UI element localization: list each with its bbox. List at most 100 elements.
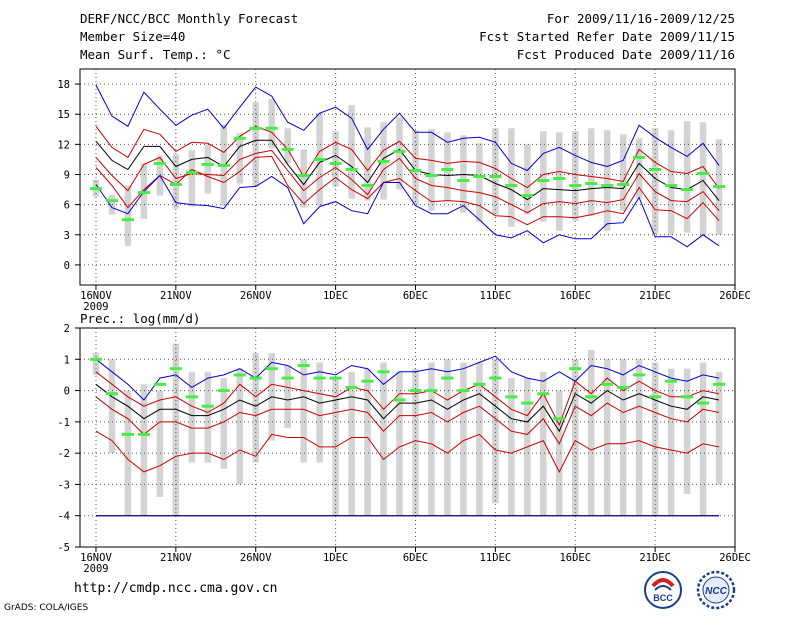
ensemble-range-bar (172, 343, 180, 516)
y-tick-label: 9 (64, 169, 70, 181)
ensemble-range-bar (284, 365, 291, 429)
grads-credit: GrADS: COLA/IGES (4, 603, 89, 613)
ensemble-range-bar (236, 133, 244, 184)
x-tick-label: 16NOV (80, 552, 112, 564)
ensemble-range-bar (188, 371, 196, 463)
ensemble-range-bar (715, 371, 723, 485)
series-line-lower (95, 149, 720, 214)
ensemble-range-bar (683, 368, 691, 494)
ensemble-range-bar (699, 362, 707, 516)
x-tick-label: 26DEC (719, 552, 751, 564)
ensemble-range-bar (140, 384, 148, 516)
y-tick-label: 3 (64, 230, 70, 242)
x-tick-label: 11DEC (480, 290, 512, 302)
x-tick-label: 1DEC (323, 552, 348, 564)
ensemble-range-bar (635, 359, 643, 516)
ensemble-range-bar (683, 121, 691, 233)
ensemble-range-bar (635, 138, 643, 199)
ensemble-range-bar (699, 122, 707, 236)
x-tick-label: 26DEC (719, 290, 751, 302)
ensemble-range-bar (444, 359, 451, 516)
bcc-logo-icon: BCC (644, 571, 682, 609)
ensemble-range-bar (619, 134, 627, 211)
y-tick-label: 6 (64, 200, 70, 212)
forecast-produced-date: Fcst Produced Date 2009/11/16 (516, 47, 735, 62)
x-tick-label: 21NOV (160, 290, 192, 302)
y-tick-label: 12 (57, 139, 70, 151)
ensemble-range-bar (587, 349, 595, 516)
plot-frame (79, 327, 736, 548)
y-tick-label: -1 (57, 417, 70, 429)
ensemble-range-bar (428, 129, 435, 211)
ensemble-range-bar (476, 143, 483, 222)
series-line-max (95, 84, 720, 172)
series-line-max (95, 355, 720, 401)
ensemble-range-bar (587, 128, 595, 216)
series-line-upper (95, 371, 720, 427)
x-tick-year-label: 2009 (83, 563, 108, 575)
forecast-start-date: Fcst Started Refer Date 2009/11/15 (479, 29, 735, 44)
y-tick-label: 0 (64, 260, 70, 272)
ensemble-range-bar (108, 194, 116, 215)
ensemble-range-bar (284, 128, 291, 164)
ensemble-range-bar (508, 378, 515, 516)
ensemble-range-bar (124, 390, 132, 516)
y-tick-label: 15 (57, 109, 70, 121)
ensemble-range-bar (156, 390, 164, 497)
ncc-logo-text: NCC (705, 586, 727, 597)
member-size-label: Member Size=40 (80, 29, 186, 44)
ensemble-range-bar (571, 131, 579, 221)
ensemble-range-bar (252, 102, 259, 187)
ensemble-range-bar (412, 130, 419, 205)
bcc-logo-text: BCC (653, 593, 673, 603)
plot-frame (79, 68, 736, 286)
ensemble-range-bar (492, 359, 499, 504)
ensemble-range-bar (300, 359, 307, 463)
y-tick-label: -3 (57, 479, 70, 491)
x-tick-label: 26NOV (240, 552, 272, 564)
ensemble-range-bar (220, 378, 228, 469)
x-tick-label: 21DEC (639, 290, 671, 302)
x-tick-label: 21NOV (160, 552, 192, 564)
series-line-lower2 (95, 155, 720, 226)
ensemble-range-bar (428, 362, 435, 516)
ensemble-range-bar (396, 371, 403, 516)
ensemble-range-bar (571, 359, 579, 516)
ensemble-range-bar (556, 390, 563, 516)
ensemble-range-bar (92, 353, 100, 375)
ncc-logo-icon: NCC (696, 570, 736, 610)
x-tick-year-label: 2009 (83, 301, 108, 313)
ensemble-range-bar (556, 132, 563, 231)
series-line-min (95, 174, 720, 248)
x-tick-label: 16DEC (559, 552, 591, 564)
ensemble-range-bar (332, 131, 339, 187)
x-tick-label: 16DEC (559, 290, 591, 302)
ensemble-range-bar (603, 359, 611, 516)
ensemble-range-bar (396, 117, 403, 190)
y-tick-label: -4 (57, 511, 70, 523)
forecast-period: For 2009/11/16-2009/12/25 (546, 11, 735, 26)
source-url[interactable]: http://cmdp.ncc.cma.gov.cn (74, 581, 278, 596)
x-tick-label: 1DEC (323, 290, 348, 302)
ensemble-range-bar (540, 131, 547, 222)
x-tick-label: 16NOV (80, 290, 112, 302)
y-tick-label: 1 (64, 354, 70, 366)
ensemble-range-bar (316, 362, 323, 463)
ensemble-range-bar (667, 130, 675, 235)
x-tick-label: 6DEC (403, 552, 428, 564)
ensemble-range-bar (603, 130, 611, 231)
ensemble-range-bar (540, 371, 547, 516)
ensemble-range-bar (651, 362, 659, 516)
y-tick-label: -2 (57, 448, 70, 460)
ensemble-range-bar (124, 185, 132, 246)
series-line-mean (95, 383, 720, 433)
ensemble-range-bar (204, 144, 212, 194)
ensemble-range-bar (619, 359, 627, 516)
y-tick-label: 18 (57, 79, 70, 91)
ensemble-range-bar (492, 128, 499, 215)
x-tick-label: 21DEC (639, 552, 671, 564)
series-line-upper (95, 125, 720, 189)
ensemble-range-bar (364, 368, 371, 516)
y-tick-label: -5 (57, 542, 70, 554)
y-tick-label: 2 (64, 323, 70, 335)
